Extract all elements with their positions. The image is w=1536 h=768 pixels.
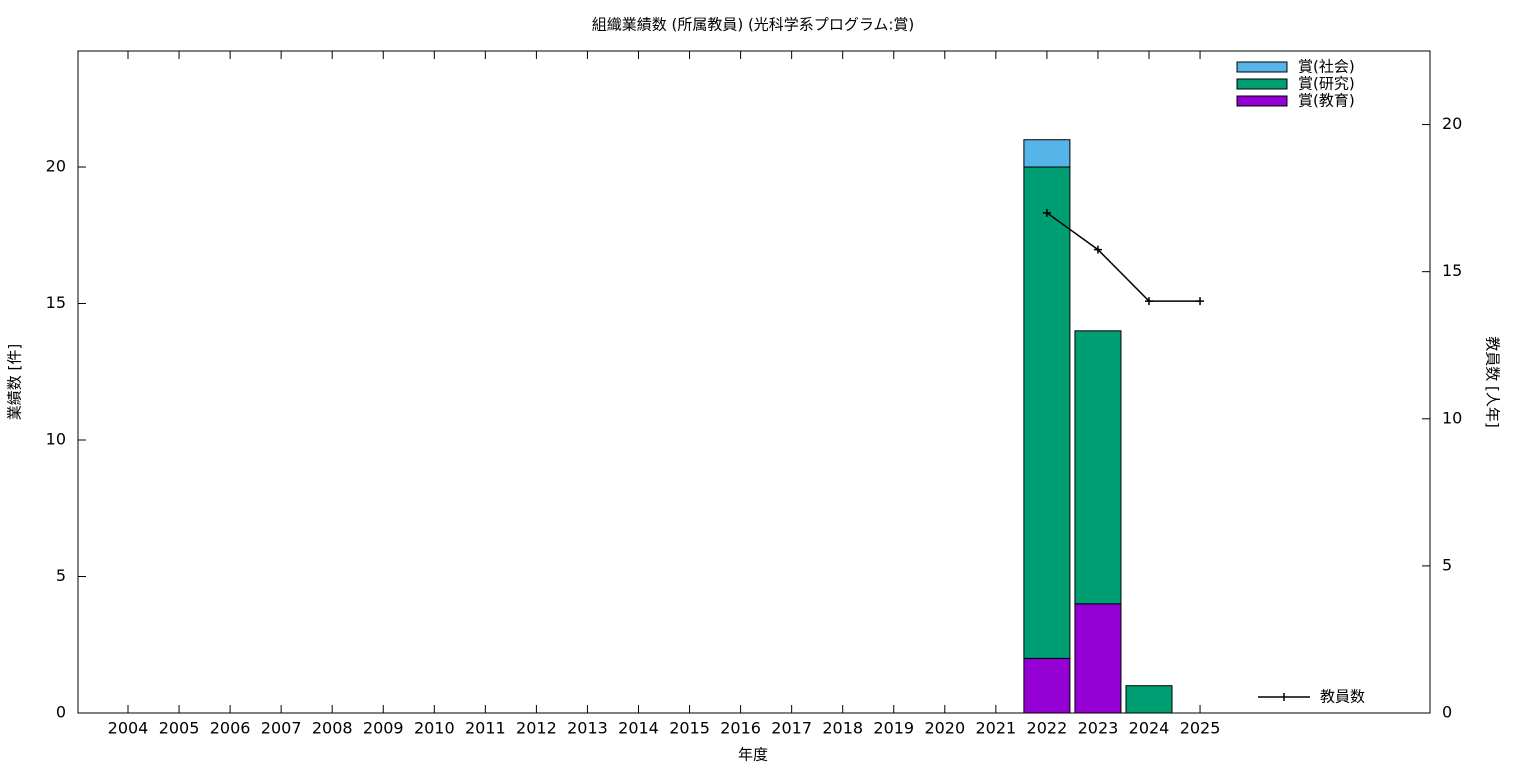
x-tick-label: 2023 xyxy=(1078,719,1119,738)
bar xyxy=(1074,603,1122,714)
point xyxy=(1145,297,1153,306)
y2-tick-label: 0 xyxy=(1442,703,1452,722)
bar xyxy=(1023,139,1071,168)
x-tick-label: 2019 xyxy=(873,719,914,738)
point xyxy=(1042,208,1051,217)
x-tick-label: 2016 xyxy=(720,719,761,738)
y2-tick-label: 5 xyxy=(1442,555,1452,574)
y2-tick-label: 15 xyxy=(1442,261,1462,280)
x-tick-label: 2018 xyxy=(822,719,863,738)
chart-title: 組織業績数 (所属教員) (光科学系プログラム:賞) xyxy=(592,16,915,34)
x-tick-label: 2014 xyxy=(618,719,659,738)
point xyxy=(1196,297,1205,306)
x-tick-label: 2020 xyxy=(924,719,965,738)
y2-tick-label: 10 xyxy=(1442,408,1462,427)
line xyxy=(1046,212,1201,302)
x-tick-label: 2008 xyxy=(312,719,353,738)
bar xyxy=(1023,657,1071,714)
point xyxy=(1093,245,1102,254)
y2-tick-label: 20 xyxy=(1442,114,1462,133)
y-tick-label: 20 xyxy=(46,157,66,176)
x-tick-label: 2010 xyxy=(414,719,455,738)
x-tick-label: 2006 xyxy=(210,719,251,738)
plot-frame xyxy=(77,50,1431,714)
x-tick-label: 2025 xyxy=(1180,719,1221,738)
bar xyxy=(1023,166,1071,659)
x-tick-label: 2013 xyxy=(567,719,608,738)
legend-label: 賞(社会) xyxy=(1298,58,1355,76)
x-tick-label: 2017 xyxy=(771,719,812,738)
x-tick-label: 2022 xyxy=(1027,719,1068,738)
x-tick-label: 2009 xyxy=(363,719,404,738)
y-tick-label: 15 xyxy=(46,293,66,312)
x-tick-label: 2012 xyxy=(516,719,557,738)
bar xyxy=(1125,685,1173,714)
y2-axis-label: 教員数 [人年] xyxy=(1484,336,1502,427)
legend-line xyxy=(1258,693,1310,701)
y-tick-label: 5 xyxy=(56,566,66,585)
x-axis-label: 年度 xyxy=(738,746,768,764)
legend-swatch xyxy=(1236,61,1288,73)
legend-label: 賞(教育) xyxy=(1298,92,1355,110)
y-tick-label: 10 xyxy=(46,430,66,449)
y-tick-label: 0 xyxy=(56,703,66,722)
legend-swatch xyxy=(1236,95,1288,107)
y-axis-label: 業績数 [件] xyxy=(6,344,24,420)
x-tick-label: 2015 xyxy=(669,719,710,738)
bar xyxy=(1074,330,1122,605)
legend-label: 賞(研究) xyxy=(1298,75,1355,93)
legend-label: 教員数 xyxy=(1320,688,1365,706)
x-tick-label: 2004 xyxy=(108,719,149,738)
x-tick-label: 2011 xyxy=(465,719,506,738)
x-tick-label: 2021 xyxy=(975,719,1016,738)
x-tick-label: 2024 xyxy=(1129,719,1170,738)
x-tick-label: 2005 xyxy=(159,719,200,738)
x-tick-label: 2007 xyxy=(261,719,302,738)
legend-swatch xyxy=(1236,78,1288,90)
